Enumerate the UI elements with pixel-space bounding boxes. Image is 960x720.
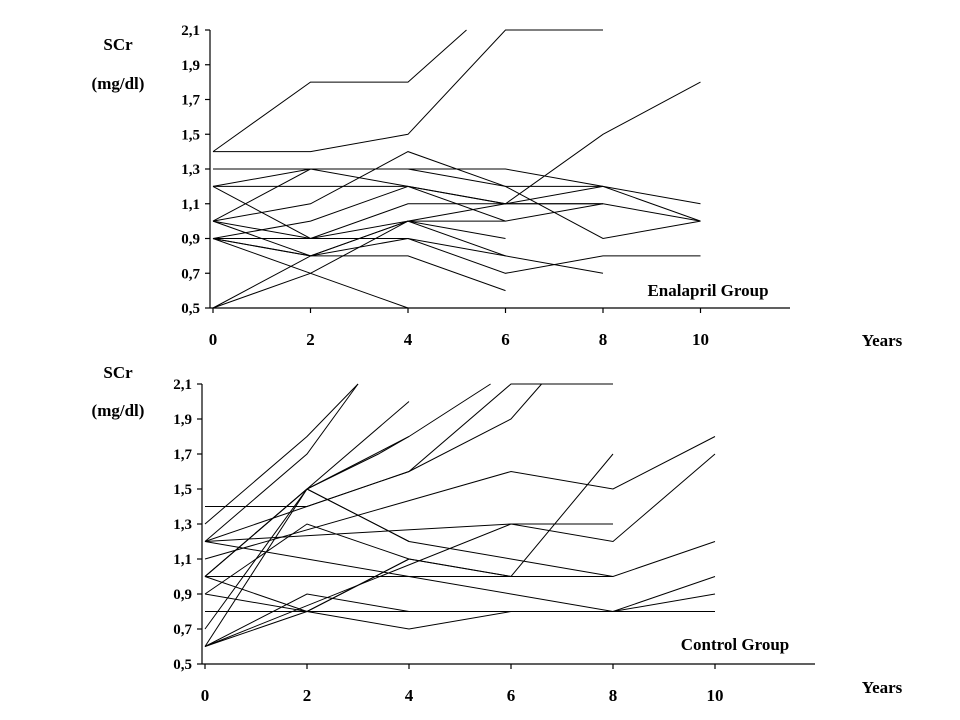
series-line-8 [212, 185, 604, 239]
y-tick-label: 1,7 [181, 93, 200, 109]
series-line-12 [212, 237, 701, 274]
y-tick-label: 2,1 [173, 377, 192, 393]
y-tick-label: 1,1 [173, 552, 192, 568]
series-line-13 [212, 238, 506, 292]
y-tick-label: 1,5 [181, 127, 200, 143]
series-line-5 [204, 383, 542, 542]
series-line-1 [212, 29, 467, 153]
series-line-9 [204, 488, 614, 577]
x-axis-title: Years [862, 331, 903, 350]
series-line-13 [205, 541, 716, 577]
group-label: Enalapril Group [647, 281, 768, 300]
series-line-12 [204, 541, 716, 613]
x-tick-labels: 0 2 4 6 8 10 [209, 330, 709, 349]
y-axis-title-line2: (mg/dl) [92, 74, 145, 93]
x-tick-labels: 0 2 4 6 8 10 [201, 686, 724, 705]
x-tick-label: 6 [507, 686, 516, 705]
y-tick-label: 1,3 [173, 517, 192, 533]
x-tick-label: 10 [707, 686, 724, 705]
series-line-2 [213, 29, 603, 153]
y-axis-title-line2: (mg/dl) [92, 401, 145, 420]
x-tick-label: 0 [201, 686, 210, 705]
series-lines [212, 29, 701, 309]
series-line-15 [204, 576, 716, 630]
x-tick-label: 4 [404, 330, 413, 349]
series-line-7 [204, 436, 716, 560]
series-line-5 [212, 168, 701, 222]
series-line-11 [213, 185, 604, 239]
x-tick-label: 6 [501, 330, 510, 349]
series-lines [204, 383, 716, 647]
chart-control: SCr (mg/dl) Years Control Group 0,50,70,… [92, 363, 903, 705]
series-line-4 [213, 81, 701, 205]
x-tick-label: 2 [306, 330, 315, 349]
chart-enalapril: SCr (mg/dl) Years Enalapril Group 0,5 0,7… [92, 23, 903, 350]
x-tick-label: 2 [303, 686, 312, 705]
y-tick-label: 1,9 [173, 412, 192, 428]
y-tick-label: 0,7 [173, 622, 192, 638]
series-line-6 [205, 383, 613, 507]
series-line-7 [212, 151, 701, 240]
y-tick-label: 0,5 [181, 301, 200, 317]
series-line-9 [212, 185, 506, 257]
y-tick-label: 0,7 [181, 266, 200, 282]
x-tick-label: 8 [609, 686, 618, 705]
y-tick-label: 1,1 [181, 197, 200, 213]
series-line-18 [204, 593, 410, 647]
y-tick-label: 0,5 [173, 657, 192, 673]
y-tick-label: 1,5 [173, 482, 192, 498]
y-tick-label: 1,3 [181, 162, 200, 178]
x-tick-label: 0 [209, 330, 218, 349]
y-axis-title-line1: SCr [103, 35, 133, 54]
series-line-17 [212, 220, 506, 309]
group-label: Control Group [681, 635, 789, 654]
x-tick-label: 10 [692, 330, 709, 349]
series-line-2 [204, 383, 359, 525]
series-line-20 [204, 436, 410, 647]
series-line-4 [204, 383, 491, 577]
y-tick-label: 1,9 [181, 58, 200, 74]
x-tick-label: 8 [599, 330, 608, 349]
y-tick-label: 0,9 [181, 232, 200, 248]
axes [197, 383, 815, 669]
y-tick-labels: 0,5 0,7 0,9 1,1 1,3 1,5 1,7 1,9 2,1 [181, 23, 200, 317]
series-line-11 [204, 523, 613, 542]
series-line-14 [212, 220, 604, 274]
axes [205, 29, 790, 313]
y-tick-labels: 0,5 0,7 0,9 1,1 1,3 1,5 1,7 1,9 2,1 [173, 377, 192, 673]
x-tick-label: 4 [405, 686, 414, 705]
series-line-17 [204, 558, 410, 647]
x-axis-title: Years [862, 678, 903, 697]
series-line-1 [204, 383, 359, 542]
y-tick-label: 0,9 [173, 587, 192, 603]
series-line-6 [212, 168, 701, 222]
y-axis-title-line1: SCr [103, 363, 133, 382]
y-tick-label: 1,7 [173, 447, 192, 463]
y-tick-label: 2,1 [181, 23, 200, 39]
